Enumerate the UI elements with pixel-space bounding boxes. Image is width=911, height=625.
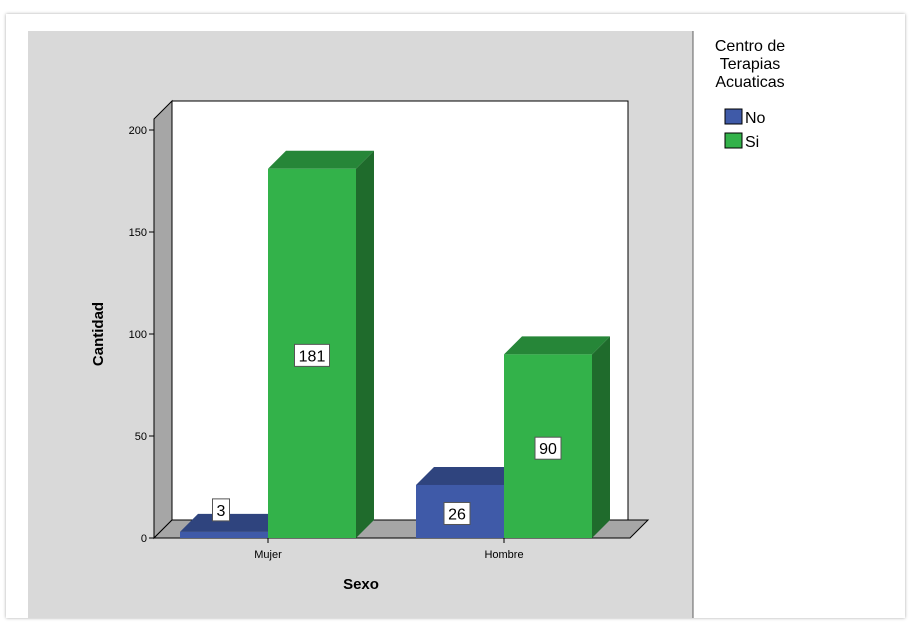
y-axis-title: Cantidad [90,302,107,366]
data-label: 26 [448,506,466,523]
bar-top [416,466,522,485]
left-wall [153,99,173,540]
y-tick-label: 50 [135,431,147,443]
legend-title: Acuaticas [715,74,784,91]
bar-no [180,531,268,538]
chart-frame: 0 50 100 150 200 Mujer 3 181 Hombre 26 90 Sexo Canti… [6,14,905,618]
y-tick-label: 200 [129,125,147,137]
y-tick-label: 0 [141,533,147,545]
data-label-box [212,498,230,522]
data-label: 90 [539,441,557,458]
data-label-box [294,343,330,367]
y-tick-label: 100 [129,329,147,341]
legend-swatch-si [724,132,743,149]
data-label: 181 [299,348,326,365]
legend-label-si: Si [745,134,759,151]
x-tick-label: Hombre [484,549,523,561]
legend-label-no: No [745,110,766,127]
bar-top [504,336,610,355]
y-tick-label: 150 [129,227,147,239]
bar-top [180,513,286,532]
bar-top [268,150,374,169]
legend-title: Terapias [720,56,780,73]
x-tick-label: Mujer [254,549,282,561]
legend-swatch-no [724,108,743,125]
bar-side [356,150,374,538]
chart-canvas: 0 50 100 150 200 Mujer 3 181 Hombre 26 90 Sexo Canti… [28,31,785,618]
legend-title: Centro de [715,38,785,55]
data-label-box [534,436,562,460]
data-label: 3 [217,503,226,520]
x-axis-title: Sexo [343,576,379,593]
bar-side [592,336,610,538]
data-label-box [443,501,471,525]
